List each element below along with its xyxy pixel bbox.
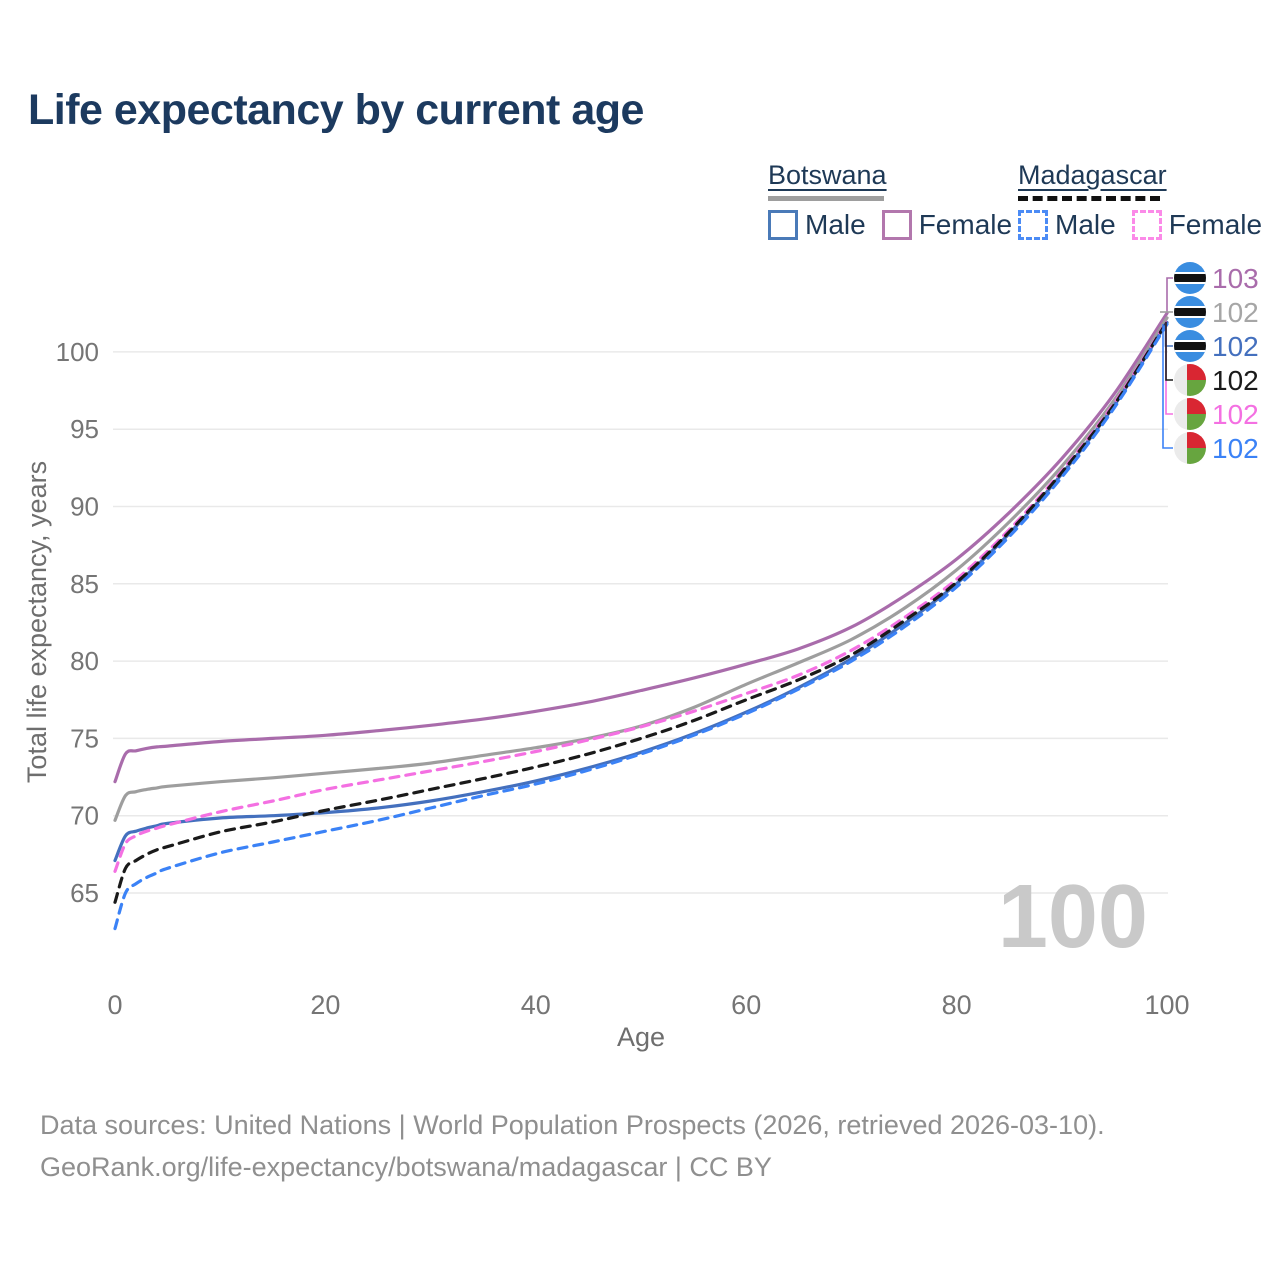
legend-madagascar-label[interactable]: Madagascar: [1018, 160, 1167, 190]
botswana-flag-icon: [1174, 330, 1206, 362]
botswana-female-swatch[interactable]: [881, 210, 912, 240]
footer: Data sources: United Nations | World Pop…: [40, 1104, 1105, 1188]
y-axis-title: Total life expectancy, years: [22, 461, 52, 783]
age-watermark: 100: [998, 867, 1148, 967]
botswana-line-style-swatch: [768, 196, 884, 201]
madagascar-female-swatch[interactable]: [1131, 210, 1162, 240]
x-tick-label: 0: [107, 990, 122, 1020]
x-tick-label: 60: [731, 990, 761, 1020]
legend-label-madagascar-male: Male: [1055, 209, 1116, 240]
series-line-botswana-male: [113, 320, 1169, 863]
page-title: Life expectancy by current age: [28, 86, 644, 134]
x-tick-label: 20: [310, 990, 340, 1020]
leader-line-botswana-female: [1166, 277, 1173, 314]
end-value-label-botswana-male: 102: [1212, 331, 1259, 362]
legend-item-botswana-female[interactable]: Female: [881, 209, 1013, 241]
data-source-line: Data sources: United Nations | World Pop…: [40, 1110, 1105, 1140]
y-tick-label: 95: [70, 414, 99, 444]
leader-line-madagascar-male: [1162, 324, 1173, 449]
madagascar-line-style-swatch: [1018, 196, 1160, 201]
botswana-flag-icon: [1174, 296, 1206, 328]
end-value-label-madagascar-female: 102: [1212, 399, 1259, 430]
madagascar-male-swatch[interactable]: [1018, 210, 1048, 240]
end-value-label-madagascar-male: 102: [1212, 433, 1259, 464]
y-tick-label: 90: [70, 492, 99, 522]
y-tick-label: 65: [70, 878, 99, 908]
series-line-madagascar-male: [113, 322, 1169, 931]
end-value-label-botswana-female: 103: [1212, 263, 1259, 294]
madagascar-flag-icon: [1174, 398, 1206, 430]
legend-item-madagascar-female[interactable]: Female: [1131, 209, 1263, 241]
x-tick-label: 80: [942, 990, 972, 1020]
attribution-line: GeoRank.org/life-expectancy/botswana/mad…: [40, 1152, 772, 1182]
y-tick-label: 70: [70, 801, 99, 831]
end-value-label-madagascar-all: 102: [1212, 365, 1259, 396]
botswana-flag-icon: [1174, 262, 1206, 294]
series-line-madagascar-all: [113, 320, 1169, 904]
legend-item-botswana-male[interactable]: Male: [768, 209, 866, 241]
legend-label-botswana-female: Female: [918, 209, 1013, 240]
legend-botswana-label[interactable]: Botswana: [768, 160, 887, 190]
leader-line-madagascar-female: [1165, 321, 1173, 415]
x-axis-title: Age: [617, 1022, 665, 1052]
end-value-label-botswana-all: 102: [1212, 297, 1259, 328]
y-tick-label: 75: [70, 723, 99, 753]
legend-label-botswana-male: Male: [805, 209, 866, 240]
legend-group-madagascar: Madagascar Male Female: [1018, 160, 1262, 241]
x-tick-label: 100: [1144, 990, 1189, 1020]
x-tick-label: 40: [521, 990, 551, 1020]
botswana-male-swatch[interactable]: [768, 210, 798, 240]
leader-line-madagascar-all: [1165, 321, 1173, 381]
series-line-madagascar-female: [113, 319, 1169, 873]
y-tick-label: 85: [70, 569, 99, 599]
legend-label-madagascar-female: Female: [1168, 209, 1263, 240]
legend-item-madagascar-male[interactable]: Male: [1018, 209, 1116, 241]
series-line-botswana-all: [113, 316, 1169, 822]
y-tick-label: 80: [70, 646, 99, 676]
y-tick-label: 100: [56, 337, 99, 367]
legend-group-botswana: Botswana Male Female: [768, 160, 1012, 241]
madagascar-flag-icon: [1174, 432, 1206, 464]
series-line-botswana-female: [113, 311, 1169, 784]
madagascar-flag-icon: [1174, 364, 1206, 396]
